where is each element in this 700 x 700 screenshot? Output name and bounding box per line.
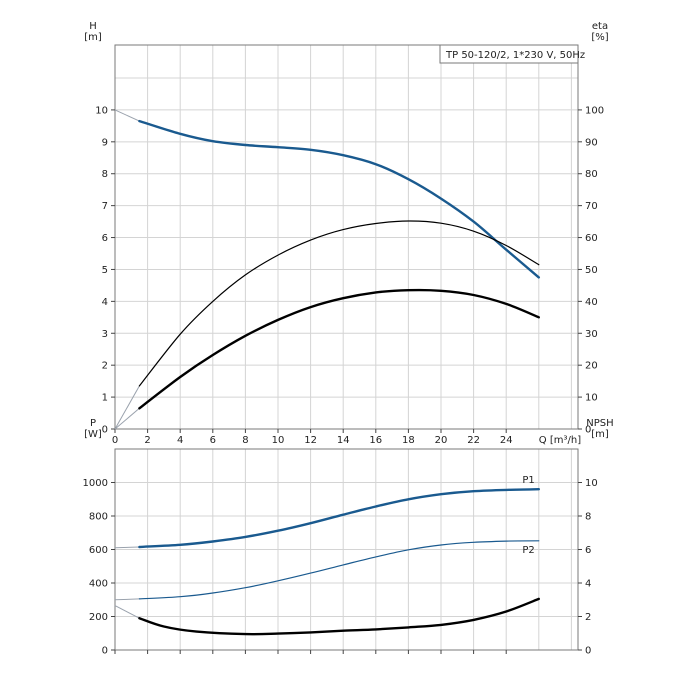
x-tick-label: 14 xyxy=(337,435,350,446)
series-3-extension xyxy=(114,407,140,430)
y-left-axis-label: [m] xyxy=(84,32,102,43)
x-tick-label: 12 xyxy=(304,435,317,446)
y-right-tick-label: 8 xyxy=(585,512,591,523)
y-right-tick-label: 0 xyxy=(585,646,591,657)
y-right-axis-label: [%] xyxy=(591,32,608,43)
x-tick-label: 18 xyxy=(402,435,415,446)
series-1-line xyxy=(138,119,540,279)
y-right-tick-label: 10 xyxy=(585,393,598,404)
y-right-tick-label: 6 xyxy=(585,545,591,556)
y-right-tick-label: 20 xyxy=(585,361,598,372)
x-tick-label: 10 xyxy=(272,435,285,446)
y-right-tick-label: 90 xyxy=(585,137,598,148)
y-left-axis-label: [W] xyxy=(84,429,102,440)
series-1-extension xyxy=(114,109,140,122)
y-left-tick-label: 3 xyxy=(102,329,108,340)
x-tick-label: 16 xyxy=(369,435,382,446)
y-right-axis-label: eta xyxy=(592,21,608,32)
x-tick-label: 8 xyxy=(242,435,248,446)
series-1-line xyxy=(138,488,540,549)
x-tick-label: 2 xyxy=(144,435,150,446)
series-2-line xyxy=(138,540,540,600)
x-axis-label: Q [m³/h] xyxy=(539,435,581,446)
y-left-axis-label: H xyxy=(89,21,97,32)
y-left-tick-label: 0 xyxy=(102,646,108,657)
panel-1 xyxy=(111,44,582,433)
y-left-tick-label: 8 xyxy=(102,169,108,180)
y-right-tick-label: 4 xyxy=(585,579,591,590)
y-right-axis-label: NPSH xyxy=(586,418,613,429)
series-1-extension xyxy=(114,546,140,549)
y-left-tick-label: 9 xyxy=(102,137,108,148)
series-2-extension xyxy=(114,598,140,601)
y-left-tick-label: 1 xyxy=(102,393,108,404)
y-left-tick-label: 7 xyxy=(102,201,108,212)
y-left-tick-label: 200 xyxy=(89,612,108,623)
y-right-tick-label: 10 xyxy=(585,478,598,489)
info-box-frame xyxy=(439,44,579,64)
y-left-axis-label: P xyxy=(90,418,96,429)
series-3-extension xyxy=(114,605,140,619)
y-left-tick-label: 1000 xyxy=(83,478,108,489)
y-left-tick-label: 10 xyxy=(95,105,108,116)
y-left-tick-label: 800 xyxy=(89,512,108,523)
y-right-tick-label: 40 xyxy=(585,297,598,308)
series-label-p1: P1 xyxy=(522,475,534,486)
y-right-tick-label: 30 xyxy=(585,329,598,340)
y-left-tick-label: 6 xyxy=(102,233,108,244)
y-right-tick-label: 70 xyxy=(585,201,598,212)
series-3-line xyxy=(138,288,540,410)
y-left-tick-label: 400 xyxy=(89,579,108,590)
y-right-tick-label: 2 xyxy=(585,612,591,623)
y-left-tick-label: 600 xyxy=(89,545,108,556)
y-left-tick-label: 0 xyxy=(102,425,108,436)
y-right-tick-label: 50 xyxy=(585,265,598,276)
x-tick-label: 22 xyxy=(467,435,480,446)
y-right-axis-label: [m] xyxy=(591,429,609,440)
x-tick-label: 6 xyxy=(210,435,216,446)
y-right-tick-label: 60 xyxy=(585,233,598,244)
x-tick-label: 24 xyxy=(500,435,513,446)
x-tick-label: 0 xyxy=(112,435,118,446)
y-left-tick-label: 5 xyxy=(102,265,108,276)
y-left-tick-label: 4 xyxy=(102,297,108,308)
x-tick-label: 20 xyxy=(435,435,448,446)
series-2-extension xyxy=(114,385,140,430)
x-tick-label: 4 xyxy=(177,435,183,446)
series-3-line xyxy=(138,597,540,636)
y-right-tick-label: 0 xyxy=(585,425,591,436)
y-right-tick-label: 100 xyxy=(585,105,604,116)
info-box-text: TP 50-120/2, 1*230 V, 50Hz xyxy=(445,50,585,61)
panel-2 xyxy=(111,448,582,654)
y-right-tick-label: 80 xyxy=(585,169,598,180)
series-2-line xyxy=(138,220,540,387)
series-label-p2: P2 xyxy=(522,545,534,556)
y-left-tick-label: 2 xyxy=(102,361,108,372)
plot-frame xyxy=(114,44,579,430)
